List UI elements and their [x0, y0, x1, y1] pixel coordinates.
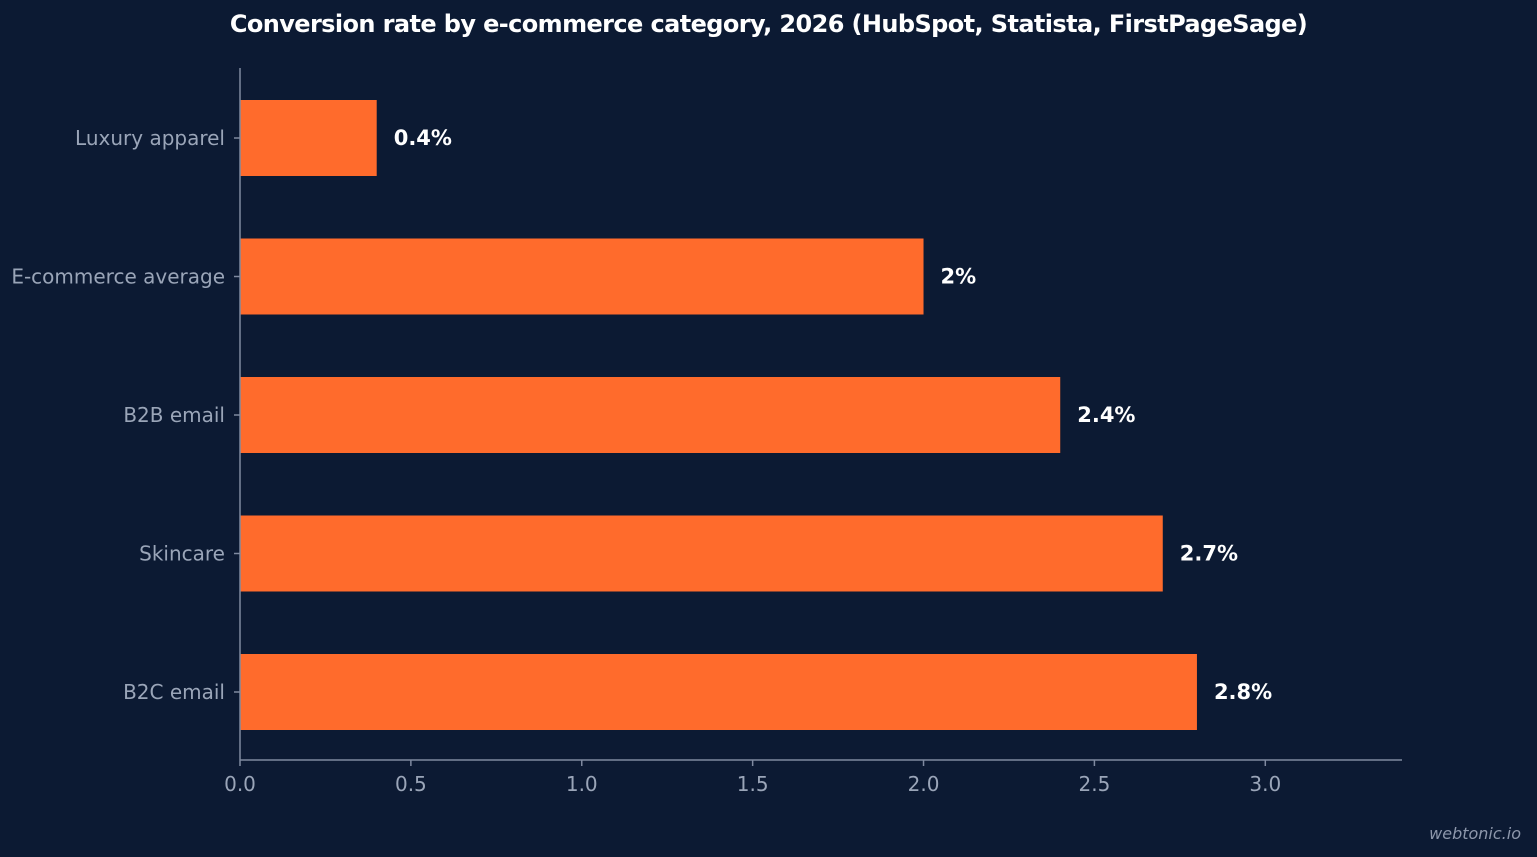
category-label: B2B email	[123, 403, 225, 427]
value-label: 0.4%	[394, 126, 452, 150]
value-label: 2.7%	[1180, 542, 1238, 566]
bar	[240, 515, 1163, 592]
chart-title: Conversion rate by e-commerce category, …	[229, 10, 1308, 38]
bars-layer	[240, 100, 1197, 730]
value-label: 2.4%	[1077, 403, 1135, 427]
bar	[240, 654, 1197, 730]
x-tick-label: 2.5	[1079, 772, 1111, 796]
x-tick-label: 2.0	[908, 772, 940, 796]
x-tick-label: 0.0	[224, 772, 256, 796]
x-tick-label: 1.0	[566, 772, 598, 796]
bar	[240, 377, 1061, 453]
watermark-text: webtonic.io	[1429, 824, 1521, 843]
x-tick-label: 1.5	[737, 772, 769, 796]
axes-layer	[234, 68, 1402, 766]
value-label: 2%	[941, 265, 977, 289]
value-label: 2.8%	[1214, 680, 1272, 704]
x-tick-label: 0.5	[395, 772, 427, 796]
bar	[240, 100, 377, 176]
bar	[240, 238, 924, 315]
category-label: B2C email	[123, 680, 225, 704]
x-tick-label: 3.0	[1249, 772, 1281, 796]
category-label: Skincare	[139, 542, 225, 566]
category-label: E-commerce average	[11, 265, 225, 289]
category-label: Luxury apparel	[75, 126, 225, 150]
labels-layer: Luxury apparel 0.4% E-commerce average 2% B2…	[11, 126, 1281, 796]
